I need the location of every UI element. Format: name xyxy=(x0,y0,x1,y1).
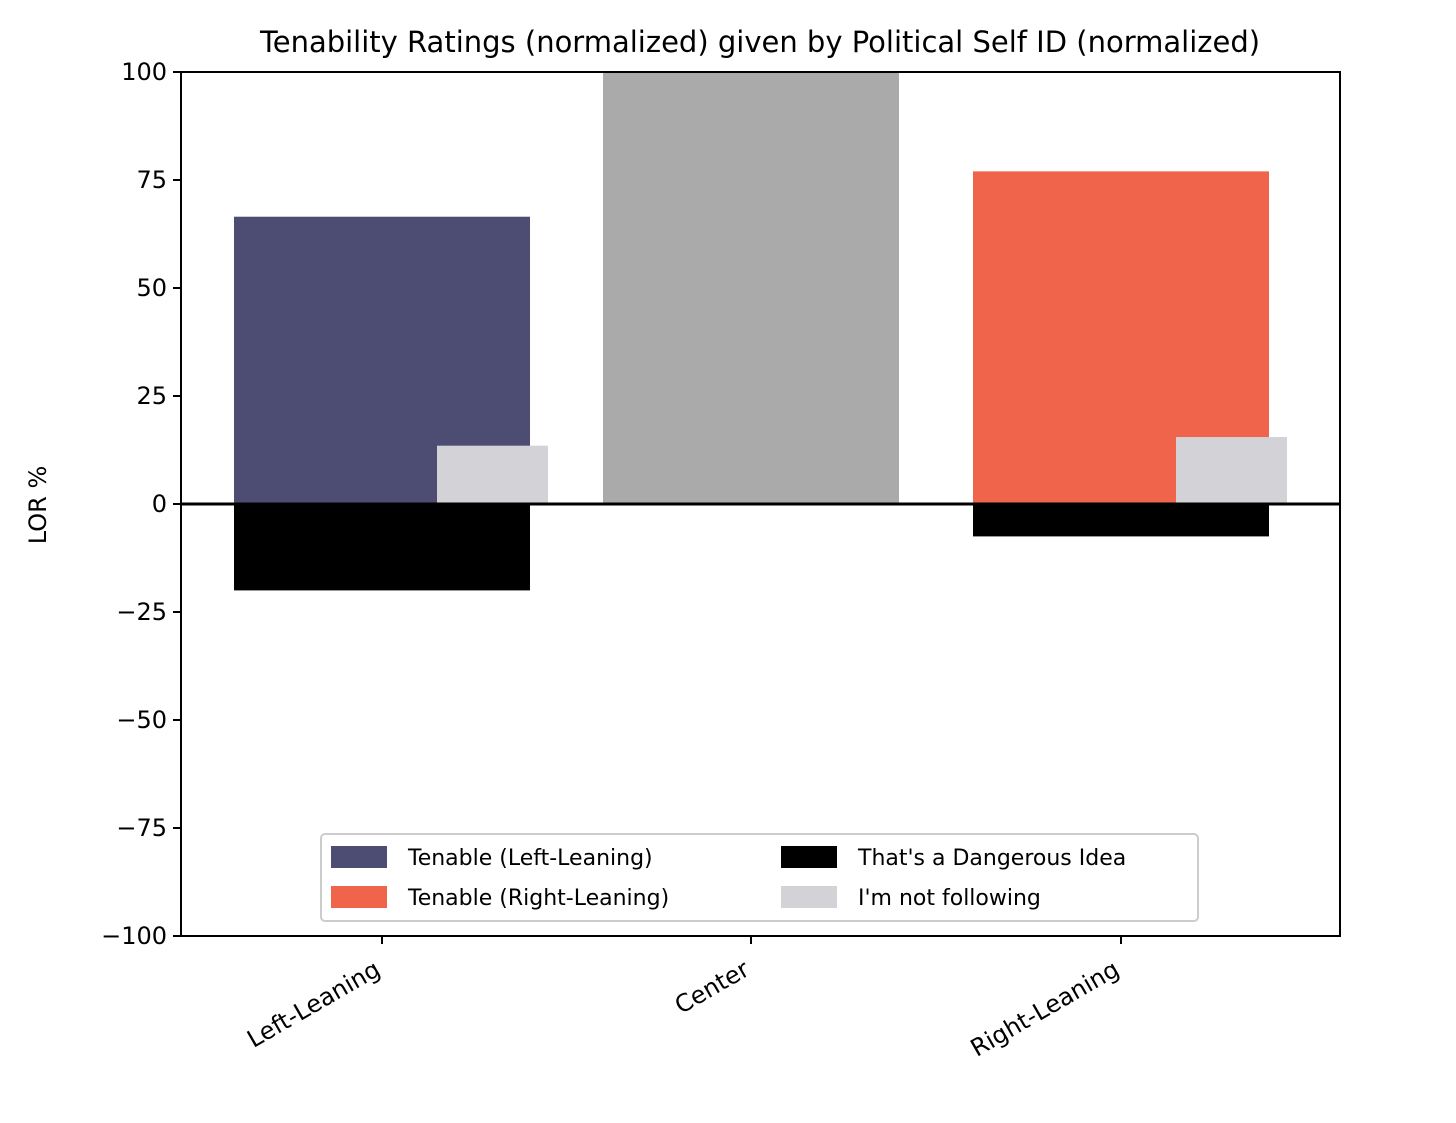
y-tick-label-1: 75 xyxy=(136,166,167,194)
x-tick-label-2: Right-Leaning xyxy=(966,955,1124,1063)
bar-that-s-a-dangerous-idea-0 xyxy=(234,504,530,591)
legend-box xyxy=(320,833,1199,922)
x-tick-label-0: Left-Leaning xyxy=(242,955,385,1054)
y-tick-label-2: 50 xyxy=(136,274,167,302)
bar-i-m-not-following-0 xyxy=(437,445,548,504)
legend-swatch-1 xyxy=(781,846,837,868)
plot-frame xyxy=(180,71,1341,937)
y-axis-label: LOR % xyxy=(24,466,52,545)
chart-title: Tenability Ratings (normalized) given by… xyxy=(259,25,1260,59)
y-tick-label-8: −100 xyxy=(101,922,167,950)
legend-swatch-2 xyxy=(331,886,387,908)
x-tick-label-1: Center xyxy=(670,955,754,1020)
y-tick-label-3: 25 xyxy=(136,382,167,410)
y-tick-label-4: 0 xyxy=(152,490,167,518)
y-tick-label-5: −25 xyxy=(116,598,167,626)
legend: Tenable (Left-Leaning) That's a Dangerous… xyxy=(320,833,1199,922)
legend-label-3: I'm not following xyxy=(858,886,1041,911)
legend-label-0: Tenable (Left-Leaning) xyxy=(407,846,653,871)
legend-label-2: Tenable (Right-Leaning) xyxy=(407,886,669,911)
bars-group xyxy=(234,72,1287,591)
legend-swatch-3 xyxy=(781,886,837,908)
bar-i-m-not-following-2 xyxy=(1176,437,1287,504)
bar-tenable-center--1 xyxy=(603,72,899,504)
y-tick-label-7: −75 xyxy=(116,814,167,842)
y-tick-label-0: 100 xyxy=(121,58,167,86)
bar-that-s-a-dangerous-idea-2 xyxy=(973,504,1269,537)
y-tick-label-6: −50 xyxy=(116,706,167,734)
legend-label-1: That's a Dangerous Idea xyxy=(857,846,1126,871)
legend-swatch-0 xyxy=(331,846,387,868)
